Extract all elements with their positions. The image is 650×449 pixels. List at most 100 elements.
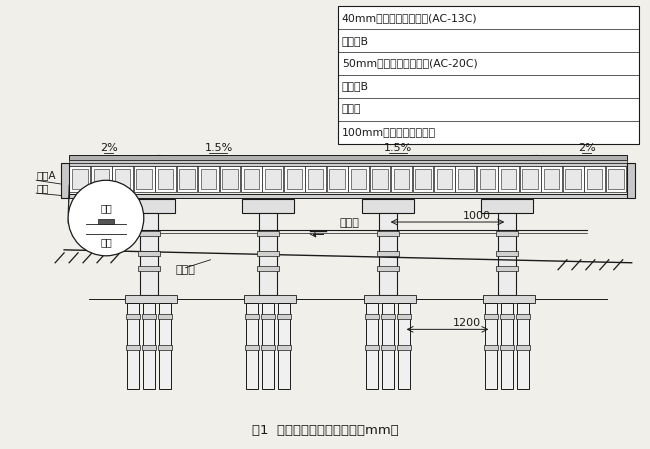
- Bar: [606, 167, 627, 192]
- Bar: [338, 6, 639, 144]
- Bar: [70, 167, 90, 192]
- Bar: [138, 251, 160, 256]
- Bar: [396, 345, 411, 350]
- Bar: [277, 345, 291, 350]
- Bar: [500, 345, 514, 350]
- Bar: [587, 169, 603, 189]
- Bar: [501, 303, 514, 389]
- Bar: [541, 167, 562, 192]
- Bar: [263, 167, 283, 192]
- Bar: [500, 314, 514, 319]
- Bar: [398, 303, 410, 389]
- Bar: [381, 314, 395, 319]
- Bar: [138, 231, 160, 236]
- Bar: [434, 167, 455, 192]
- Bar: [69, 155, 627, 160]
- Bar: [126, 314, 140, 319]
- Text: 防水层: 防水层: [342, 104, 361, 114]
- Bar: [220, 167, 240, 192]
- Text: 结构层B: 结构层B: [342, 81, 369, 91]
- Text: 垫石: 垫石: [36, 183, 49, 193]
- Bar: [259, 213, 277, 295]
- Bar: [142, 345, 156, 350]
- Bar: [134, 167, 155, 192]
- Bar: [330, 169, 345, 189]
- Bar: [496, 266, 518, 271]
- Bar: [377, 251, 398, 256]
- Bar: [127, 303, 139, 389]
- Bar: [364, 295, 415, 303]
- Bar: [480, 169, 495, 189]
- Bar: [327, 167, 348, 192]
- Bar: [136, 169, 152, 189]
- Bar: [486, 303, 497, 389]
- Bar: [94, 169, 109, 189]
- Bar: [261, 314, 275, 319]
- Bar: [123, 199, 175, 213]
- Bar: [257, 231, 280, 236]
- Bar: [284, 167, 305, 192]
- Circle shape: [68, 180, 144, 256]
- Bar: [372, 169, 388, 189]
- Bar: [158, 345, 172, 350]
- Text: 图1  桥墩构造示意图（单位：mm）: 图1 桥墩构造示意图（单位：mm）: [252, 424, 398, 437]
- Bar: [257, 251, 280, 256]
- Bar: [222, 169, 238, 189]
- Bar: [370, 167, 391, 192]
- Bar: [177, 167, 198, 192]
- Bar: [277, 314, 291, 319]
- Bar: [477, 167, 498, 192]
- Bar: [241, 167, 262, 192]
- Bar: [142, 314, 156, 319]
- Bar: [72, 169, 88, 189]
- Bar: [379, 213, 396, 295]
- Bar: [159, 303, 171, 389]
- Bar: [244, 169, 259, 189]
- Text: 结构层B: 结构层B: [342, 35, 369, 46]
- Bar: [484, 314, 499, 319]
- Bar: [584, 167, 605, 192]
- Bar: [61, 163, 69, 198]
- Bar: [501, 169, 517, 189]
- Text: 构件A: 构件A: [36, 170, 56, 180]
- Bar: [69, 160, 627, 163]
- Bar: [287, 169, 302, 189]
- Bar: [484, 345, 499, 350]
- Bar: [69, 163, 627, 167]
- Bar: [115, 169, 131, 189]
- Bar: [382, 303, 394, 389]
- Bar: [496, 231, 518, 236]
- Bar: [158, 169, 174, 189]
- Bar: [437, 169, 452, 189]
- Bar: [377, 231, 398, 236]
- Text: 2%: 2%: [578, 144, 596, 154]
- Bar: [201, 169, 216, 189]
- Bar: [482, 199, 533, 213]
- Text: 40mm细粒式沥青混凝土(AC-13C): 40mm细粒式沥青混凝土(AC-13C): [342, 13, 478, 23]
- Bar: [563, 167, 584, 192]
- Bar: [278, 303, 290, 389]
- Bar: [126, 345, 140, 350]
- Text: 1.5%: 1.5%: [384, 144, 412, 154]
- Text: 2%: 2%: [100, 144, 118, 154]
- Bar: [517, 303, 529, 389]
- Bar: [245, 345, 259, 350]
- Bar: [544, 169, 560, 189]
- Bar: [143, 303, 155, 389]
- Bar: [244, 295, 296, 303]
- Bar: [415, 169, 431, 189]
- Text: 100mm钢筋混凝土整平层: 100mm钢筋混凝土整平层: [342, 127, 436, 137]
- Bar: [496, 251, 518, 256]
- Bar: [365, 314, 379, 319]
- Bar: [112, 167, 133, 192]
- Bar: [381, 345, 395, 350]
- Bar: [98, 219, 114, 224]
- Bar: [396, 314, 411, 319]
- Bar: [306, 167, 326, 192]
- Bar: [158, 314, 172, 319]
- Bar: [125, 295, 177, 303]
- Bar: [458, 169, 474, 189]
- Bar: [348, 167, 369, 192]
- Bar: [608, 169, 624, 189]
- Bar: [69, 194, 627, 198]
